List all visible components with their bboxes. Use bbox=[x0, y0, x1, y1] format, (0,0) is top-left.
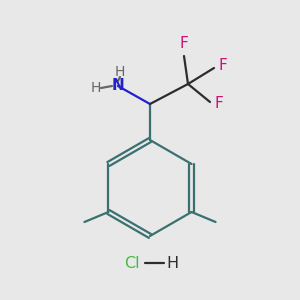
Text: F: F bbox=[215, 97, 224, 112]
Text: F: F bbox=[180, 36, 188, 51]
Text: N: N bbox=[112, 79, 124, 94]
Text: H: H bbox=[115, 65, 125, 79]
Text: H: H bbox=[91, 81, 101, 95]
Text: Cl: Cl bbox=[124, 256, 140, 271]
Text: F: F bbox=[219, 58, 228, 74]
Text: H: H bbox=[166, 256, 178, 271]
